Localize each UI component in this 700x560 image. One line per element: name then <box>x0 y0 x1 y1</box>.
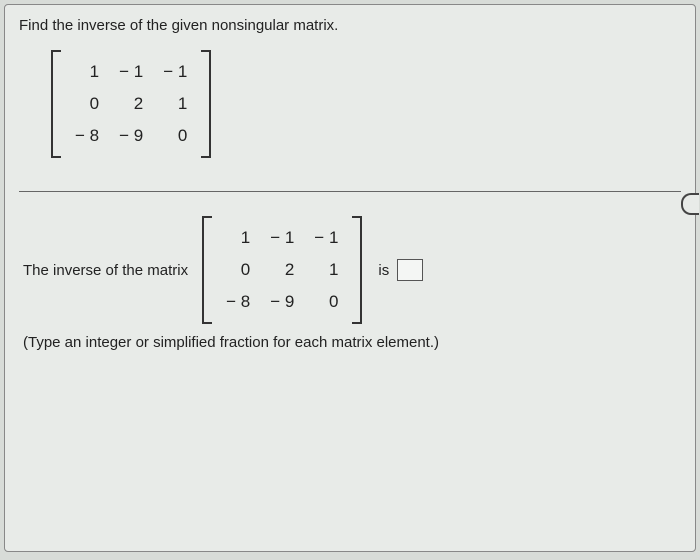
matrix-cell: − 8 <box>65 120 109 152</box>
side-tab-icon[interactable] <box>681 193 699 215</box>
matrix-cell: 1 <box>216 222 260 254</box>
matrix-cell: − 1 <box>109 56 153 88</box>
is-label: is <box>378 262 389 279</box>
matrix-cell: − 1 <box>304 222 348 254</box>
matrix-cell: 1 <box>65 56 109 88</box>
matrix-cell: 2 <box>109 88 153 120</box>
matrix-cell: 0 <box>153 120 197 152</box>
section-divider <box>19 191 681 192</box>
answer-label-before: The inverse of the matrix <box>23 262 188 279</box>
matrix-cell: − 9 <box>260 286 304 318</box>
matrix-cell: 1 <box>304 254 348 286</box>
matrix-cell: 1 <box>153 88 197 120</box>
matrix-cell: − 1 <box>153 56 197 88</box>
matrix-cell: 0 <box>65 88 109 120</box>
matrix-cell: 0 <box>216 254 260 286</box>
matrix-cell: − 9 <box>109 120 153 152</box>
matrix-cell: 2 <box>260 254 304 286</box>
answer-row: The inverse of the matrix 1 − 1 − 1 0 2 … <box>23 216 681 324</box>
matrix-cell: − 1 <box>260 222 304 254</box>
given-matrix: 1 − 1 − 1 0 2 1 − 8 − 9 0 <box>43 50 681 163</box>
answer-hint: (Type an integer or simplified fraction … <box>23 334 681 351</box>
inline-matrix: 1 − 1 − 1 0 2 1 − 8 − 9 0 <box>202 216 362 324</box>
matrix-cell: − 8 <box>216 286 260 318</box>
question-prompt: Find the inverse of the given nonsingula… <box>19 17 681 34</box>
answer-input[interactable] <box>397 259 423 281</box>
matrix-cell: 0 <box>304 286 348 318</box>
